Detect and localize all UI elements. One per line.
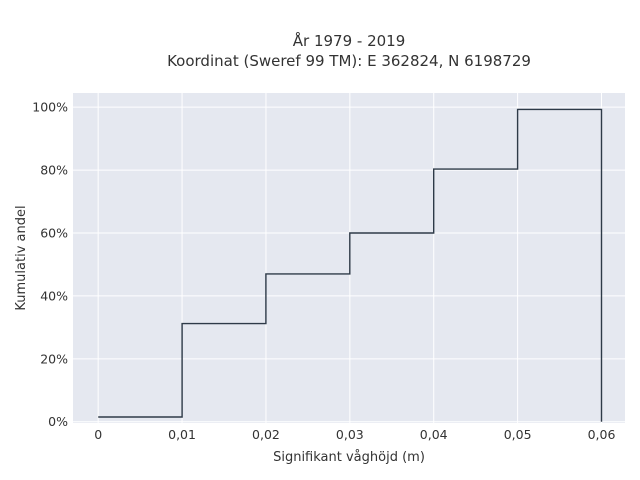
cumulative-step-line [98, 108, 603, 422]
series-layer [98, 108, 603, 422]
y-axis-title: Kumulativ andel [14, 205, 29, 310]
x-tick-label: 0,01 [168, 427, 196, 442]
x-tick-label: 0 [94, 427, 102, 442]
x-tick-label: 0,04 [420, 427, 448, 442]
tick-labels: 0 0,01 0,02 0,03 0,04 0,05 0,06 0% 20% 40% 60% 80% 1… [32, 100, 615, 442]
plot-area [73, 93, 625, 423]
x-tick-label: 0,02 [252, 427, 280, 442]
chart-title-line-2: Koordinat (Sweref 99 TM): E 362824, N 61… [167, 52, 531, 70]
y-tick-label: 80% [40, 163, 68, 178]
y-tick-label: 40% [40, 288, 68, 303]
y-tick-label: 100% [32, 100, 68, 115]
x-tick-label: 0,05 [504, 427, 532, 442]
chart-title-line-1: År 1979 - 2019 [293, 31, 406, 50]
x-axis-title: Signifikant våghöjd (m) [273, 450, 425, 465]
y-tick-label: 0% [48, 414, 68, 429]
y-tick-label: 60% [40, 225, 68, 240]
y-tick-label: 20% [40, 351, 68, 366]
x-tick-label: 0,03 [336, 427, 364, 442]
x-tick-label: 0,06 [588, 427, 616, 442]
